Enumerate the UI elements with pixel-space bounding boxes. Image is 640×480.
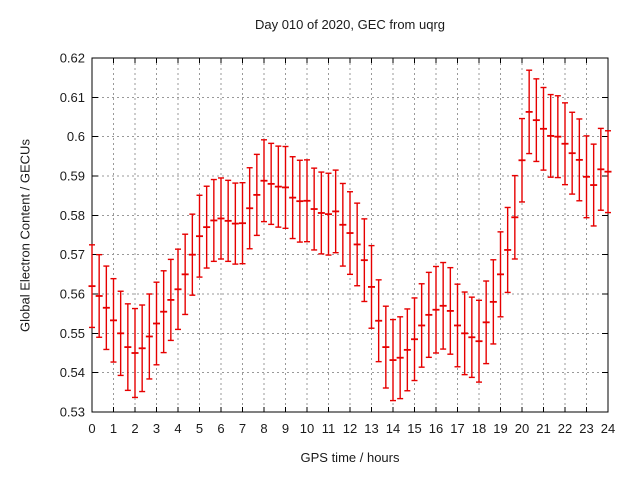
tick-label: 8 bbox=[260, 421, 267, 436]
y-axis-title: Global Electron Content / GECUs bbox=[17, 139, 33, 332]
tick-label: 0 bbox=[88, 421, 95, 436]
axis-ticks bbox=[91, 57, 609, 413]
tick-label: 2 bbox=[131, 421, 138, 436]
tick-label: 18 bbox=[472, 421, 486, 436]
tick-label: 22 bbox=[558, 421, 572, 436]
tick-label: 6 bbox=[217, 421, 224, 436]
tick-label: 17 bbox=[450, 421, 464, 436]
tick-label: 0.6 bbox=[67, 129, 85, 144]
tick-label: 0.57 bbox=[60, 247, 85, 262]
error-bars-series bbox=[88, 69, 612, 402]
tick-label: 9 bbox=[282, 421, 289, 436]
tick-label: 13 bbox=[364, 421, 378, 436]
y-tick-labels: 0.53 0.54 0.55 0.56 0.57 0.58 0.59 0.6 0.61 0.62 bbox=[60, 51, 85, 420]
tick-label: 14 bbox=[386, 421, 400, 436]
x-tick-labels: 0 1 2 3 4 5 6 7 8 9 10 11 12 13 14 15 16 17 18 19 20 21 22 23 24 bbox=[88, 421, 615, 436]
tick-label: 21 bbox=[536, 421, 550, 436]
tick-label: 5 bbox=[196, 421, 203, 436]
tick-label: 10 bbox=[300, 421, 314, 436]
tick-label: 0.58 bbox=[60, 208, 85, 223]
tick-label: 4 bbox=[174, 421, 181, 436]
tick-label: 19 bbox=[493, 421, 507, 436]
tick-label: 16 bbox=[429, 421, 443, 436]
tick-label: 0.55 bbox=[60, 326, 85, 341]
x-axis-title: GPS time / hours bbox=[300, 450, 400, 465]
tick-label: 0.62 bbox=[60, 51, 85, 66]
tick-label: 1 bbox=[110, 421, 117, 436]
tick-label: 24 bbox=[601, 421, 615, 436]
tick-label: 15 bbox=[407, 421, 421, 436]
tick-label: 7 bbox=[239, 421, 246, 436]
tick-label: 0.61 bbox=[60, 90, 85, 105]
tick-label: 3 bbox=[153, 421, 160, 436]
tick-label: 0.59 bbox=[60, 169, 85, 184]
tick-label: 11 bbox=[322, 421, 336, 436]
chart-title: Day 010 of 2020, GEC from uqrg bbox=[254, 17, 446, 32]
tick-label: 0.53 bbox=[60, 405, 85, 420]
tick-label: 20 bbox=[515, 421, 529, 436]
tick-label: 12 bbox=[343, 421, 357, 436]
tick-label: 0.56 bbox=[60, 287, 85, 302]
tick-label: 23 bbox=[579, 421, 593, 436]
tick-label: 0.54 bbox=[60, 365, 85, 380]
